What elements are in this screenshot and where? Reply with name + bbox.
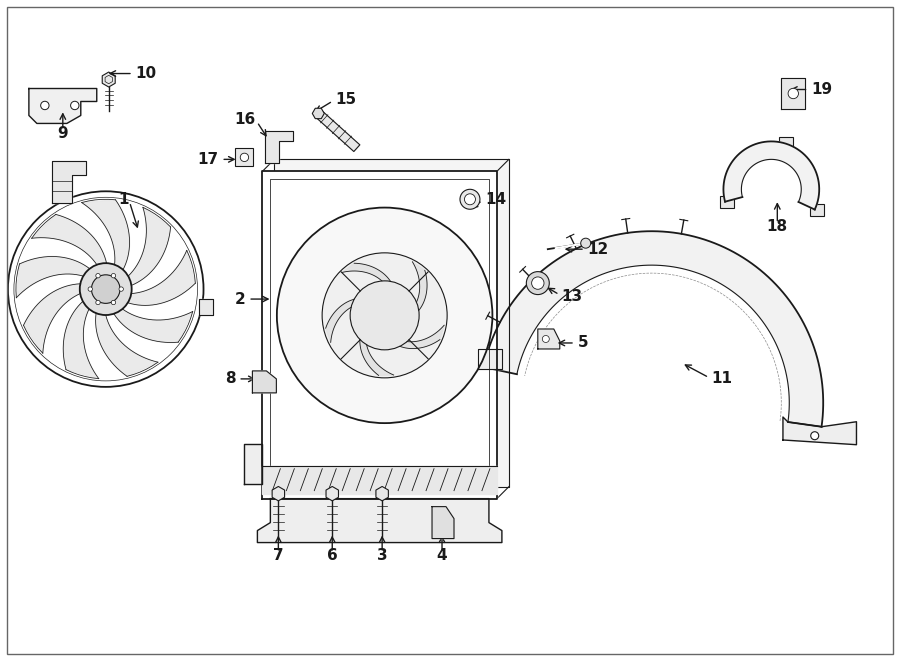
Polygon shape: [113, 309, 193, 342]
Circle shape: [464, 194, 475, 205]
Polygon shape: [263, 171, 497, 498]
Circle shape: [80, 263, 131, 315]
Text: 2: 2: [235, 292, 246, 307]
Text: 1: 1: [118, 192, 129, 207]
Circle shape: [532, 277, 544, 290]
Circle shape: [580, 238, 590, 248]
Polygon shape: [272, 486, 284, 501]
Text: 7: 7: [273, 548, 284, 563]
Polygon shape: [32, 214, 106, 264]
Circle shape: [543, 336, 549, 342]
Polygon shape: [783, 417, 857, 445]
Polygon shape: [16, 256, 90, 297]
Polygon shape: [412, 262, 427, 311]
Polygon shape: [274, 159, 508, 486]
Text: 17: 17: [197, 152, 219, 167]
Polygon shape: [432, 506, 454, 539]
Text: 9: 9: [58, 126, 68, 141]
Polygon shape: [199, 299, 212, 315]
Text: 6: 6: [327, 548, 338, 563]
Text: 15: 15: [335, 92, 356, 107]
Polygon shape: [23, 284, 80, 353]
Polygon shape: [342, 263, 391, 282]
Polygon shape: [252, 371, 276, 393]
Circle shape: [40, 101, 49, 110]
Polygon shape: [326, 299, 354, 342]
Polygon shape: [103, 72, 115, 87]
Polygon shape: [781, 77, 806, 110]
Polygon shape: [778, 137, 793, 149]
Circle shape: [322, 253, 447, 378]
Polygon shape: [266, 132, 293, 163]
Circle shape: [811, 432, 819, 440]
Polygon shape: [376, 486, 389, 501]
Polygon shape: [236, 148, 254, 167]
Polygon shape: [720, 196, 734, 208]
Polygon shape: [326, 486, 338, 501]
Text: 14: 14: [485, 192, 506, 207]
Text: 13: 13: [562, 289, 583, 303]
Circle shape: [95, 274, 100, 278]
Text: 5: 5: [578, 336, 589, 350]
Circle shape: [119, 287, 123, 292]
Circle shape: [70, 101, 79, 110]
Circle shape: [92, 275, 120, 303]
Polygon shape: [63, 301, 99, 379]
Circle shape: [788, 89, 798, 98]
Circle shape: [460, 189, 480, 210]
Polygon shape: [538, 329, 560, 349]
Polygon shape: [52, 161, 86, 204]
Polygon shape: [483, 231, 824, 427]
Polygon shape: [245, 444, 263, 484]
Circle shape: [277, 208, 492, 423]
Polygon shape: [128, 208, 171, 286]
Polygon shape: [315, 110, 360, 151]
Polygon shape: [263, 466, 497, 494]
Polygon shape: [810, 204, 824, 215]
Circle shape: [240, 153, 248, 161]
Polygon shape: [478, 349, 501, 369]
Polygon shape: [29, 89, 96, 124]
Polygon shape: [312, 108, 324, 118]
Polygon shape: [400, 325, 445, 348]
Text: 8: 8: [225, 371, 236, 387]
Circle shape: [350, 281, 419, 350]
Text: 12: 12: [588, 242, 609, 256]
Polygon shape: [95, 313, 158, 376]
Circle shape: [88, 287, 93, 292]
Text: 16: 16: [234, 112, 256, 127]
Polygon shape: [360, 339, 393, 375]
Circle shape: [112, 274, 116, 278]
Circle shape: [112, 300, 116, 305]
Circle shape: [526, 272, 549, 295]
Polygon shape: [128, 251, 195, 305]
Polygon shape: [724, 141, 819, 210]
Text: 3: 3: [377, 548, 388, 563]
Text: 19: 19: [811, 82, 832, 97]
Polygon shape: [82, 200, 130, 270]
Text: 10: 10: [136, 66, 157, 81]
Circle shape: [95, 300, 100, 305]
Text: 11: 11: [711, 371, 733, 387]
Text: 18: 18: [767, 219, 788, 234]
Polygon shape: [257, 498, 502, 543]
Text: 4: 4: [436, 548, 447, 563]
